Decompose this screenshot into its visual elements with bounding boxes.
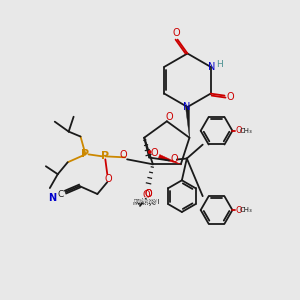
Text: C: C bbox=[58, 190, 64, 199]
Text: P: P bbox=[101, 152, 110, 161]
Text: O: O bbox=[142, 190, 150, 200]
Text: methoxy: methoxy bbox=[134, 198, 158, 203]
Text: N: N bbox=[183, 102, 190, 112]
Polygon shape bbox=[158, 154, 181, 164]
Text: O: O bbox=[226, 92, 234, 102]
Polygon shape bbox=[185, 107, 190, 138]
Text: methoxy: methoxy bbox=[134, 200, 158, 204]
Text: O: O bbox=[104, 174, 112, 184]
Text: CH₃: CH₃ bbox=[240, 207, 253, 213]
Text: O: O bbox=[144, 189, 152, 199]
Text: methyl: methyl bbox=[138, 198, 158, 203]
Text: O: O bbox=[173, 28, 180, 38]
Text: methyl: methyl bbox=[136, 199, 160, 205]
Text: CH₃: CH₃ bbox=[240, 128, 253, 134]
Text: H: H bbox=[216, 60, 223, 69]
Text: O: O bbox=[150, 148, 158, 158]
Text: N: N bbox=[208, 62, 215, 72]
Text: methyl: methyl bbox=[132, 201, 154, 206]
Text: O: O bbox=[170, 154, 178, 164]
Text: O: O bbox=[142, 197, 149, 206]
Text: O: O bbox=[119, 150, 127, 161]
Text: •: • bbox=[146, 147, 153, 160]
Text: O: O bbox=[235, 126, 242, 135]
Text: O: O bbox=[144, 189, 152, 199]
Text: P: P bbox=[81, 149, 90, 159]
Text: O: O bbox=[235, 206, 242, 214]
Text: N: N bbox=[48, 193, 56, 203]
Text: O: O bbox=[165, 112, 172, 122]
